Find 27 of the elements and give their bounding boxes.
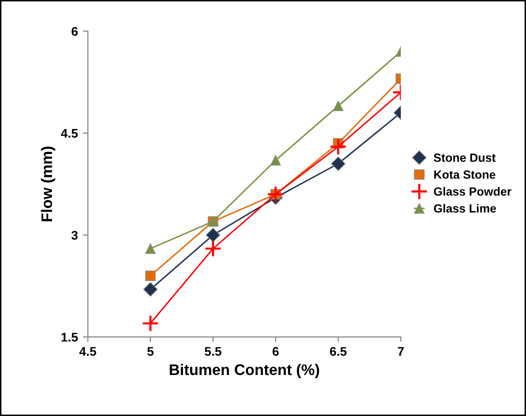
y-axis-title: Flow (mm) — [40, 146, 56, 222]
y-tick-label: 1.5 — [62, 332, 78, 342]
point — [333, 100, 344, 112]
y-tick-label: 4.5 — [60, 129, 78, 138]
legend-label: Stone Dust — [434, 154, 496, 162]
y-tick-label: 3 — [71, 230, 78, 240]
legend-label: Kota Stone — [434, 170, 496, 179]
legend-label: Glass Powder — [434, 187, 512, 196]
x-tick-label: 5 — [147, 347, 154, 356]
x-tick-label: 6.5 — [330, 347, 347, 356]
x-tick-label: 5.5 — [204, 347, 222, 356]
point — [143, 282, 158, 297]
legend-label: Glass Lime — [434, 204, 496, 213]
x-tick-label: 4.5 — [79, 347, 96, 356]
point — [270, 155, 281, 166]
point — [330, 156, 346, 171]
point — [330, 138, 347, 156]
y-tick-label: 6 — [72, 27, 78, 36]
point — [145, 270, 156, 282]
point — [206, 228, 220, 242]
point — [204, 240, 222, 258]
point — [145, 243, 156, 254]
x-tick-label: 7 — [398, 347, 404, 356]
x-tick-label: 6 — [272, 347, 279, 356]
point — [266, 186, 284, 203]
point — [142, 314, 160, 332]
x-axis-title: Bitumen Content (%) — [170, 364, 320, 378]
